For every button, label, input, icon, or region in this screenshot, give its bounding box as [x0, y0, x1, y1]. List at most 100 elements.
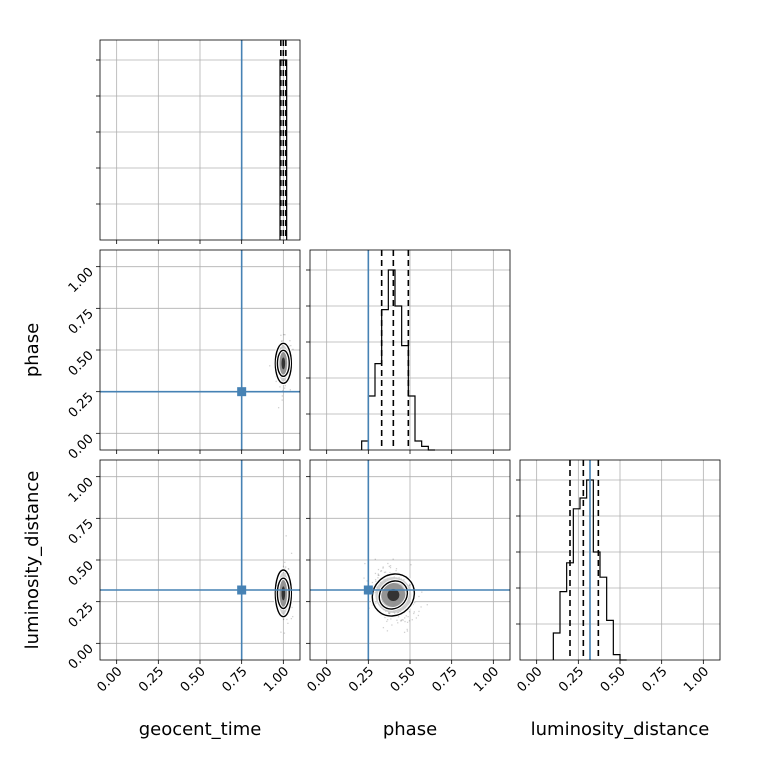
sample-point — [382, 626, 385, 629]
sample-point — [395, 569, 397, 572]
joint-geocent-time-vs-phase: 0.00 0.25 0.50 0.75 1.00 — [66, 249, 301, 463]
y-tick-label: 1.00 — [66, 475, 97, 506]
x-tick-label: 0.50 — [178, 664, 209, 695]
sample-point — [374, 578, 377, 581]
sample-point — [409, 584, 411, 586]
sample-point — [283, 613, 286, 615]
sample-point — [382, 566, 384, 568]
sample-point — [388, 565, 390, 568]
sample-point — [408, 603, 410, 605]
sample-point — [284, 561, 286, 564]
sample-point — [290, 552, 293, 554]
sample-point — [287, 622, 289, 625]
sample-point — [269, 365, 271, 367]
x-tick-label: 0.50 — [598, 664, 629, 695]
sample-point — [282, 618, 285, 620]
y-tick-label: 0.25 — [66, 390, 97, 421]
sample-point — [401, 619, 403, 621]
sample-point — [404, 620, 406, 623]
sample-point — [280, 340, 283, 342]
sample-point — [377, 577, 379, 579]
density-fill — [387, 589, 400, 601]
x-tick-label: 0.75 — [429, 664, 460, 695]
sample-point — [386, 619, 389, 621]
sample-point — [389, 571, 391, 574]
sample-point — [377, 573, 379, 575]
sample-point — [290, 617, 293, 620]
sample-point — [292, 615, 294, 618]
sample-point — [406, 621, 409, 623]
x-tick-label: 1.00 — [261, 664, 292, 695]
hist-phase — [306, 249, 511, 454]
sample-point — [281, 340, 283, 342]
xlabel-geocent-time: geocent_time — [139, 719, 262, 740]
sample-point — [289, 389, 291, 391]
sample-point — [384, 616, 386, 619]
sample-point — [391, 624, 393, 626]
sample-point — [397, 622, 399, 624]
xlabel-luminosity-distance: luminosity_distance — [531, 719, 710, 740]
sample-point — [402, 619, 404, 621]
sample-point — [285, 535, 287, 537]
sample-point — [408, 611, 411, 613]
sample-point — [388, 612, 390, 614]
y-tick-label: 0.50 — [66, 348, 97, 379]
sample-point — [281, 344, 284, 347]
sample-point — [384, 571, 387, 573]
sample-point — [413, 611, 415, 613]
sample-point — [417, 614, 420, 617]
sample-point — [371, 581, 374, 584]
sample-point — [285, 566, 287, 568]
x-tick-label: 0.00 — [514, 664, 545, 695]
x-tick-label: 0.00 — [94, 664, 125, 695]
sample-point — [405, 615, 407, 617]
sample-point — [382, 567, 384, 569]
sample-point — [378, 574, 380, 576]
sample-point — [277, 407, 280, 409]
hist-geocent-time — [96, 39, 301, 244]
sample-point — [403, 631, 406, 634]
hist-luminosity-distance: 0.00 0.25 0.50 0.75 1.00 — [514, 459, 721, 695]
x-tick-label: 0.25 — [346, 664, 377, 695]
sample-point — [283, 333, 285, 336]
sample-point — [390, 618, 392, 620]
sample-point — [413, 612, 415, 615]
sample-point — [292, 348, 294, 351]
sample-point — [388, 612, 390, 615]
sample-point — [280, 334, 282, 336]
sample-point — [281, 399, 283, 401]
sample-point — [408, 620, 411, 622]
sample-point — [397, 612, 399, 614]
density-fill — [281, 357, 286, 370]
sample-point — [380, 570, 382, 572]
sample-point — [396, 619, 398, 621]
sample-point — [389, 612, 391, 614]
sample-point — [414, 602, 416, 604]
y-tick-label: 0.75 — [66, 517, 97, 548]
x-tick-label: 1.00 — [681, 664, 712, 695]
sample-point — [377, 574, 379, 576]
sample-point — [374, 591, 376, 594]
sample-point — [392, 558, 394, 560]
sample-point — [403, 579, 405, 581]
contour-line — [274, 569, 293, 618]
sample-point — [284, 379, 287, 381]
sample-point — [375, 580, 377, 583]
sample-point — [400, 620, 402, 622]
sample-point — [289, 340, 291, 342]
sample-point — [397, 611, 400, 614]
sample-point — [388, 612, 391, 615]
sample-point — [374, 558, 376, 560]
sample-point — [418, 595, 420, 598]
sample-point — [282, 565, 285, 568]
y-tick-label: 0.25 — [66, 600, 97, 631]
sample-point — [291, 606, 293, 609]
x-tick-label: 0.25 — [136, 664, 167, 695]
sample-point — [283, 632, 286, 634]
truth-marker — [363, 585, 373, 595]
sample-point — [285, 573, 287, 575]
x-tick-label: 0.00 — [304, 664, 335, 695]
sample-point — [364, 562, 366, 565]
sample-point — [420, 606, 422, 608]
